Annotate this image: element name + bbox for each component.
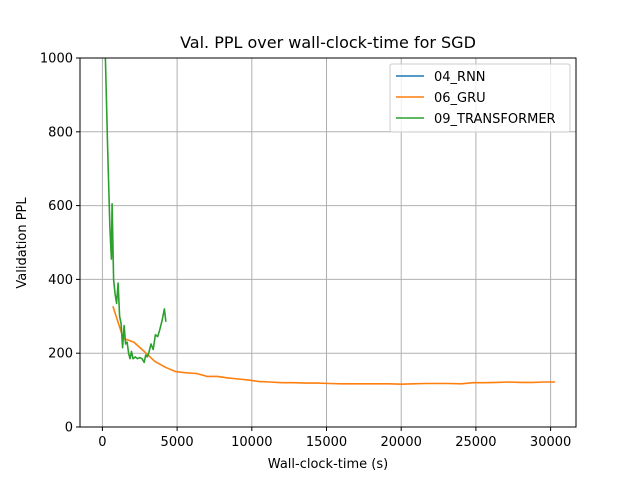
series-line-09-transformer	[104, 58, 167, 364]
x-tick-label: 30000	[530, 435, 571, 450]
y-axis-label: Validation PPL	[15, 197, 30, 289]
x-axis-ticks: 0 5000 10000 15000 20000 25000 30000	[98, 427, 571, 450]
x-tick-label: 20000	[381, 435, 422, 450]
x-axis-label: Wall-clock-time (s)	[268, 457, 388, 472]
y-tick-label: 0	[65, 421, 73, 436]
legend-label: 06_GRU	[434, 91, 486, 106]
legend: 04_RNN 06_GRU 09_TRANSFORMER	[389, 63, 571, 133]
chart-title: Val. PPL over wall-clock-time for SGD	[180, 33, 476, 52]
x-tick-label: 5000	[161, 435, 194, 450]
legend-label: 09_TRANSFORMER	[434, 112, 556, 127]
series-lines	[104, 58, 556, 386]
y-tick-label: 200	[48, 347, 73, 362]
y-axis-ticks: 0 200 400 600 800 1000	[40, 52, 80, 436]
legend-box	[389, 63, 571, 133]
x-tick-label: 15000	[306, 435, 347, 450]
series-line-06-gru	[112, 306, 556, 386]
y-tick-label: 600	[48, 199, 73, 214]
plot-frame	[79, 57, 577, 428]
y-tick-label: 400	[48, 273, 73, 288]
y-tick-label: 1000	[40, 52, 73, 67]
x-tick-label: 10000	[231, 435, 272, 450]
y-tick-label: 800	[48, 125, 73, 140]
x-tick-label: 25000	[455, 435, 496, 450]
legend-label: 04_RNN	[434, 70, 486, 85]
x-tick-label: 0	[98, 435, 106, 450]
